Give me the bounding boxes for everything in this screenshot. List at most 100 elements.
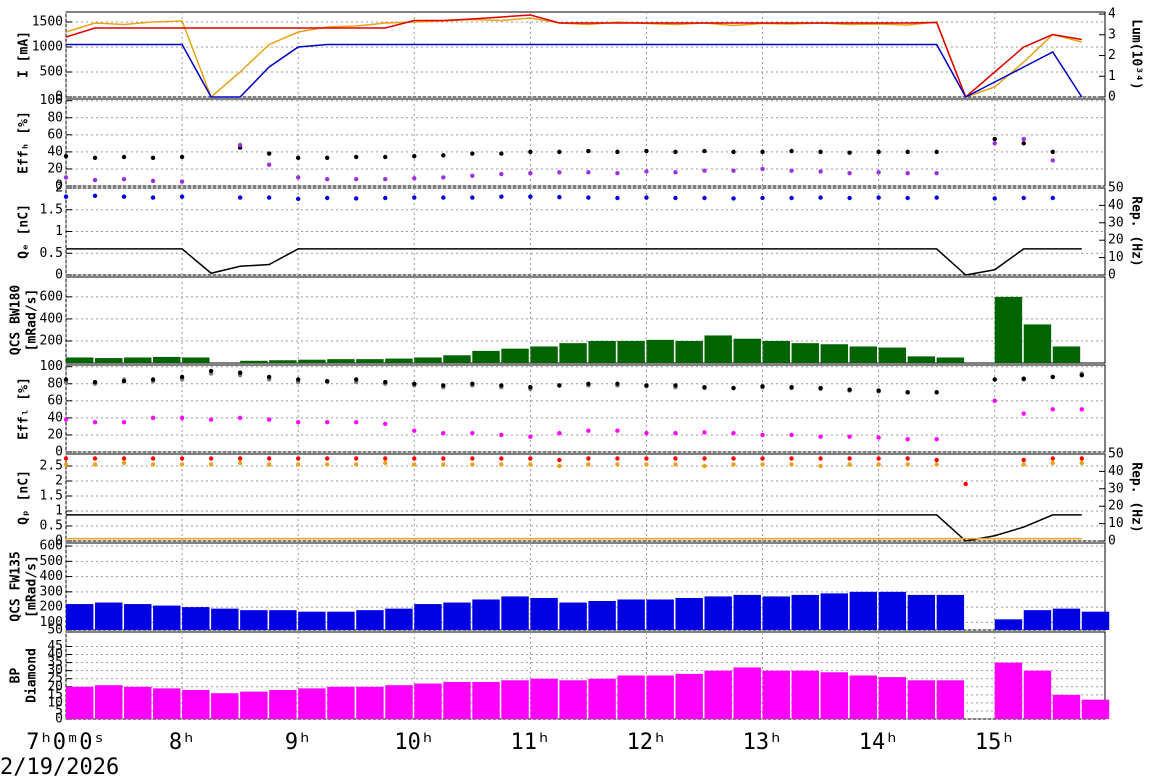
bar	[530, 597, 558, 630]
data-point	[150, 456, 156, 461]
data-point	[992, 377, 997, 382]
bar	[414, 683, 442, 719]
data-point	[237, 415, 243, 421]
y-tick-label: 20	[47, 679, 63, 694]
data-point	[470, 195, 475, 200]
data-point	[702, 456, 707, 461]
data-point	[150, 462, 156, 467]
bar	[443, 355, 471, 363]
bar	[849, 346, 878, 363]
data-point	[731, 196, 736, 201]
bar	[762, 670, 790, 719]
y-tick-label: 100	[40, 93, 63, 108]
plot-frame	[65, 98, 1106, 187]
data-point	[789, 195, 794, 201]
bar	[385, 358, 413, 363]
data-point	[63, 417, 69, 422]
y-tick-label: 400	[40, 569, 63, 584]
bar	[878, 677, 907, 719]
data-point	[934, 437, 939, 442]
data-point	[325, 462, 330, 467]
bar	[849, 591, 878, 630]
data-point	[499, 462, 504, 467]
data-point	[1021, 136, 1026, 142]
y2-tick-label: 40	[1108, 464, 1124, 479]
y-tick-label: 25	[47, 671, 63, 686]
y-tick-label: 0.5	[40, 519, 63, 534]
y-axis-label: Effₗ [%]	[17, 377, 32, 440]
data-point	[499, 383, 504, 388]
data-point	[150, 178, 156, 184]
y-tick-label: 35	[47, 655, 63, 670]
y-tick-label: 600	[40, 539, 63, 554]
data-point	[702, 430, 707, 435]
data-point	[644, 195, 649, 200]
data-point	[615, 381, 620, 386]
y2-axis-label: Lum(10³⁴)	[1129, 19, 1144, 89]
data-point	[150, 415, 156, 421]
y2-axis-label: Rep. (Hz)	[1129, 196, 1144, 266]
data-point	[644, 169, 649, 174]
data-point	[905, 171, 910, 176]
bar	[675, 673, 703, 719]
y2-tick-label: 50	[1108, 447, 1124, 462]
data-point	[63, 153, 69, 159]
data-point	[673, 462, 678, 467]
data-point	[470, 151, 475, 156]
y-tick-label: 0	[55, 179, 63, 194]
data-point	[702, 168, 707, 173]
data-point	[586, 148, 591, 154]
bar	[153, 356, 181, 363]
data-point	[615, 462, 620, 467]
y-axis-label: [mRad/s]	[25, 289, 40, 352]
data-point	[557, 383, 562, 388]
y-tick-label: 500	[40, 65, 63, 80]
data-point	[644, 148, 649, 154]
data-point	[266, 195, 272, 200]
bar	[472, 350, 500, 363]
y-tick-label: 0	[55, 712, 63, 727]
y2-tick-label: 30	[1108, 215, 1124, 230]
data-point	[876, 195, 881, 200]
bar	[936, 680, 965, 719]
data-point	[208, 368, 214, 374]
data-point	[441, 195, 446, 200]
data-point	[1050, 195, 1055, 201]
data-point	[905, 149, 910, 155]
bar	[617, 675, 645, 719]
y-tick-label: 10	[47, 695, 63, 710]
data-point	[441, 431, 446, 436]
y-tick-label: 40	[47, 410, 63, 425]
y-tick-label: 30	[47, 663, 63, 678]
data-point	[150, 155, 156, 161]
data-point	[499, 194, 504, 199]
bar	[385, 608, 413, 630]
data-point	[237, 370, 243, 375]
data-point	[1021, 376, 1026, 381]
y2-tick-label: 10	[1108, 516, 1124, 531]
data-point	[847, 387, 852, 392]
data-point	[557, 170, 562, 175]
data-point	[760, 432, 765, 438]
bar	[936, 594, 965, 630]
data-point	[528, 171, 533, 176]
y-axis-label: QCS FW135	[9, 551, 24, 621]
data-point	[1050, 374, 1055, 380]
y2-tick-label: 30	[1108, 481, 1124, 496]
bar	[327, 686, 355, 719]
bar	[1023, 324, 1052, 363]
bar	[994, 662, 1023, 719]
data-point	[673, 149, 678, 155]
bar	[559, 680, 587, 719]
data-point	[499, 171, 504, 177]
y-tick-label: 80	[47, 110, 63, 125]
data-point	[441, 383, 446, 388]
bar	[1081, 611, 1110, 630]
data-point	[876, 462, 881, 467]
bar	[704, 670, 732, 719]
data-point	[354, 176, 359, 182]
y-tick-label: 200	[40, 600, 63, 615]
y-tick-label: 40	[47, 144, 63, 159]
bar	[675, 340, 703, 363]
bar	[66, 357, 94, 363]
